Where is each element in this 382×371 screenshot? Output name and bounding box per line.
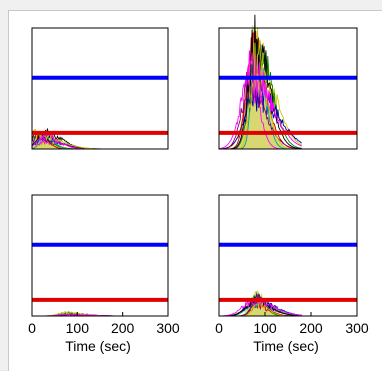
x-tick-label: 100	[66, 320, 90, 336]
x-tick-label: 200	[299, 320, 323, 336]
axes-frame	[218, 194, 358, 317]
trace-line	[219, 296, 302, 317]
trace-line	[219, 72, 302, 150]
x-tick-label: 0	[215, 320, 223, 336]
trace-envelope	[219, 24, 293, 149]
axes-frame	[31, 194, 169, 317]
x-axis-label: Time (sec)	[253, 338, 319, 354]
x-tick-label: 200	[111, 320, 135, 336]
chart-panel-top-left	[31, 27, 169, 150]
axes-frame	[218, 27, 358, 150]
plot-area	[32, 195, 168, 316]
trace-line	[219, 27, 303, 150]
x-axis-label: Time (sec)	[65, 338, 131, 354]
x-tick-label: 300	[345, 320, 369, 336]
x-tick-label: 300	[156, 320, 180, 336]
chart-panel-bottom-left: 0 100 200 300 Time (sec)	[28, 194, 180, 354]
chart-panel-bottom-right: 0 100 200 300 Time (sec)	[215, 194, 369, 354]
plot-area	[219, 195, 357, 316]
plot-area	[32, 28, 168, 149]
x-tick-label: 0	[28, 320, 36, 336]
axes-frame	[31, 27, 169, 150]
x-tick-label: 100	[253, 320, 277, 336]
chart-panel-top-right	[218, 14, 358, 150]
